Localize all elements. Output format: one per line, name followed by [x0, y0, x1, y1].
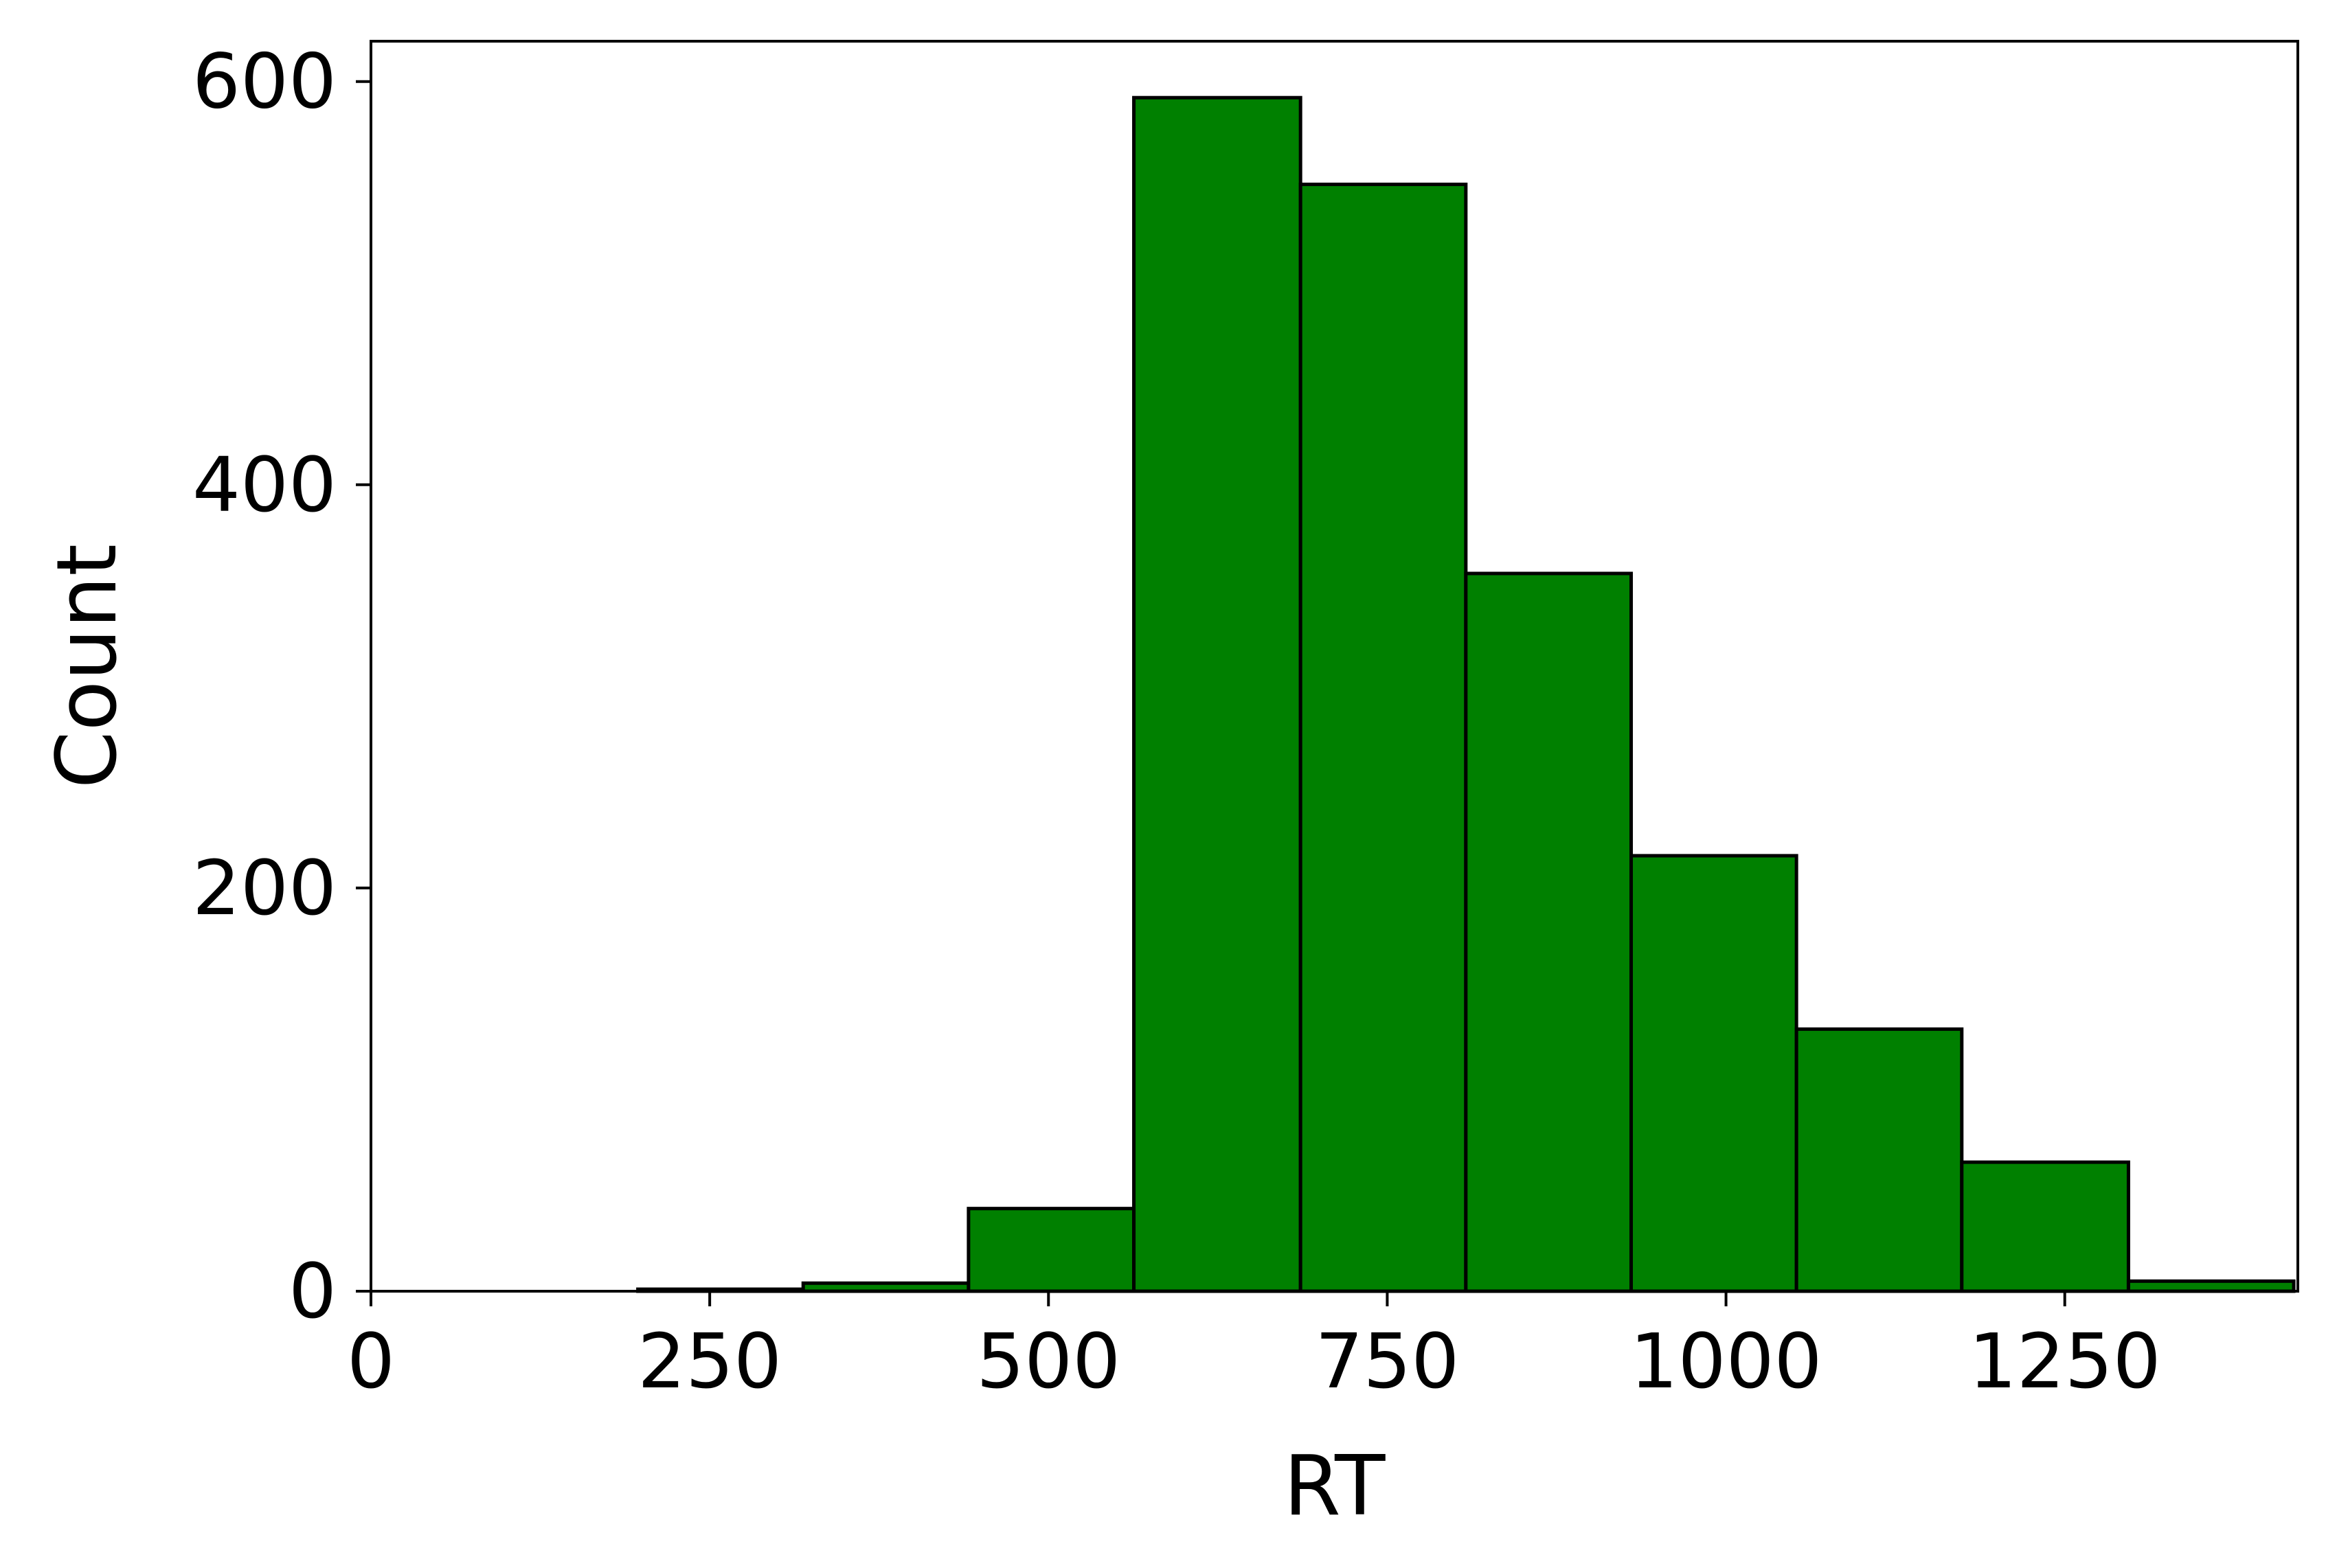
histogram-bar-9 — [2126, 1279, 2296, 1293]
y-tick-label-1: 200 — [192, 844, 337, 932]
x-axis-label: RT — [1284, 1439, 1386, 1534]
x-tick-label-1: 250 — [637, 1317, 782, 1405]
x-ticks-group: 0 250 500 750 1000 1250 — [347, 1291, 2161, 1405]
x-tick-label-4: 1000 — [1630, 1317, 1822, 1405]
y-tick-label-3: 600 — [192, 38, 337, 126]
x-tick-label-3: 750 — [1315, 1317, 1459, 1405]
histogram-bar-6 — [1629, 854, 1798, 1293]
y-axis-label: Count — [40, 544, 135, 788]
x-tick-label-2: 500 — [976, 1317, 1120, 1405]
bars-group — [636, 95, 2296, 1293]
x-tick-label-0: 0 — [347, 1317, 395, 1405]
y-tick-label-2: 400 — [192, 441, 337, 529]
histogram-bar-3 — [1132, 95, 1302, 1293]
x-tick-label-5: 1250 — [1969, 1317, 2161, 1405]
histogram-bar-4 — [1298, 182, 1468, 1293]
histogram-bar-7 — [1794, 1027, 1964, 1293]
histogram-bar-8 — [1960, 1160, 2130, 1293]
plot-frame — [370, 40, 2299, 1293]
y-tick-label-0: 0 — [289, 1247, 337, 1335]
y-ticks-group: 0 200 400 600 — [192, 38, 371, 1335]
histogram-bar-2 — [967, 1207, 1136, 1293]
histogram-bar-5 — [1464, 571, 1633, 1293]
